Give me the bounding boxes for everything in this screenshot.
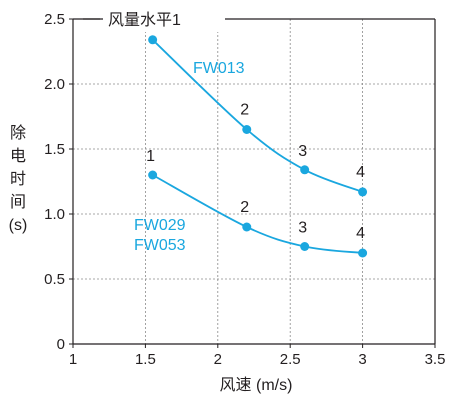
series-0-point-0: [148, 35, 158, 45]
series-1-name-label-1: FW053: [134, 237, 186, 254]
series-1-point-0: [148, 170, 158, 180]
y-tick-label-3: 1.5: [44, 141, 65, 158]
series-1-name-label-0: FW029: [134, 217, 186, 234]
series-1-point-label-2: 3: [298, 220, 307, 237]
series-line-0: [152, 39, 363, 193]
plot-frame: [72, 18, 436, 345]
y-tick-label-1: 0.5: [44, 271, 65, 288]
x-tick-label-4: 3: [358, 351, 366, 368]
y-tick-label-4: 2.0: [44, 76, 65, 93]
series-0-point-2: [300, 165, 310, 175]
x-tick-label-5: 3.5: [425, 351, 446, 368]
series-1-point-label-3: 4: [356, 225, 365, 242]
y-axis-label-part-3: 间: [10, 193, 26, 211]
y-tick-label-2: 1.0: [44, 206, 65, 223]
series-1-point-1: [242, 222, 252, 232]
series-line-1: [152, 174, 363, 254]
y-axis-label-part-1: 电: [10, 147, 26, 165]
x-tick-label-1: 1.5: [135, 351, 156, 368]
y-axis-label-part-2: 时: [10, 170, 26, 188]
series-0-point-label-2: 3: [298, 143, 307, 160]
x-tick-label-0: 1: [69, 351, 77, 368]
series-0-point-label-1: 2: [240, 102, 249, 119]
series-1-point-label-1: 2: [240, 199, 249, 216]
series-layer: 2 3 4 1 2 3 4 FW013 FW029 FW053: [134, 35, 368, 258]
x-axis-label: 风速 (m/s): [220, 376, 293, 394]
y-axis-label-part-4: (s): [9, 217, 28, 234]
y-tick-label-5: 2.5: [44, 11, 65, 28]
series-1-point-2: [300, 242, 310, 251]
series-0-point-3: [358, 187, 368, 197]
legend-background: [103, 6, 225, 32]
tick-labels: 1 1.5 2 2.5 3 3.5 0 0.5 1.0 1.5 2.0 2.5: [44, 11, 445, 368]
chart-title: 风量水平1: [108, 11, 181, 29]
x-tick-label-3: 2.5: [280, 351, 301, 368]
x-tick-label-2: 2: [214, 351, 222, 368]
series-0-point-label-3: 4: [356, 164, 365, 181]
series-1-point-label-0: 1: [146, 148, 155, 165]
series-0-point-1: [242, 125, 252, 134]
series-0-name-label: FW013: [193, 60, 245, 77]
series-1-point-3: [358, 248, 368, 258]
y-tick-label-0: 0: [57, 336, 65, 353]
grid-lines: [73, 19, 435, 344]
y-axis-label-part-0: 除: [10, 124, 26, 142]
